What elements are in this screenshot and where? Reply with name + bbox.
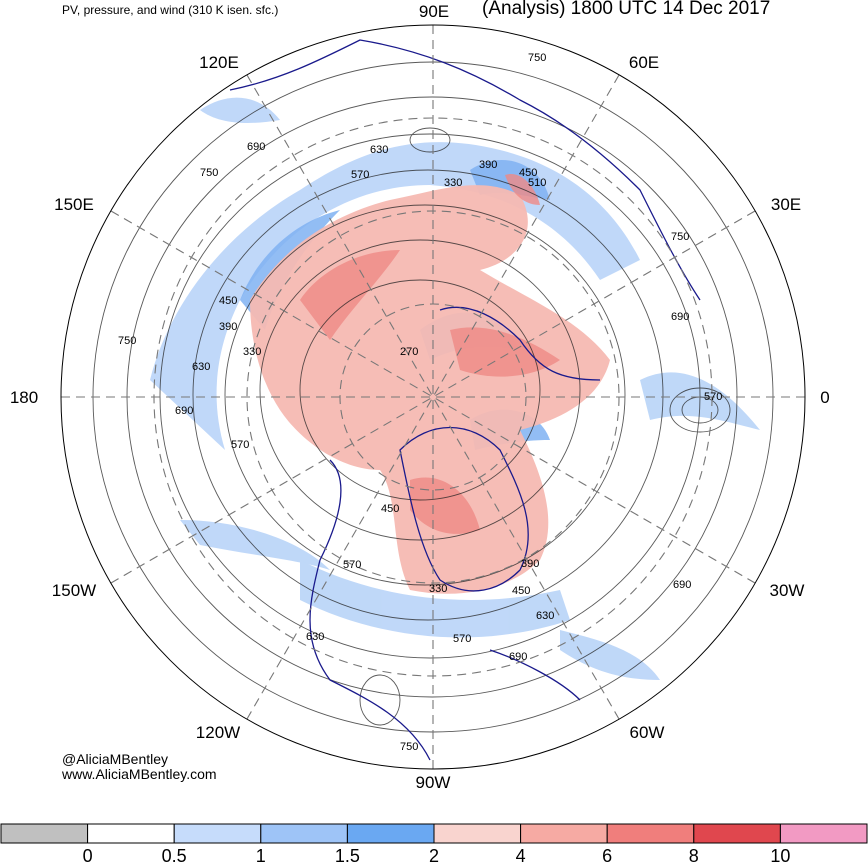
contour-label: 690: [247, 141, 265, 153]
colorbar-swatch: [520, 823, 608, 844]
colorbar-tick-label: 4: [515, 846, 526, 866]
contour-label: 450: [519, 167, 537, 179]
contour-label: 330: [429, 583, 447, 595]
lon-label-30w: 30W: [770, 581, 805, 600]
contour-label: 750: [528, 52, 546, 64]
map-subtitle: PV, pressure, and wind (310 K isen. sfc.…: [62, 3, 279, 17]
contour-label: 750: [200, 167, 218, 179]
lon-label-150e: 150E: [54, 195, 94, 214]
colorbar-tick-label: 0.5: [161, 846, 187, 866]
colorbar-swatch: [260, 823, 348, 844]
contour-label: 630: [192, 361, 210, 373]
colorbar-tick-label: 1: [255, 846, 266, 866]
colorbar: [0, 823, 868, 844]
contour-label: 750: [671, 231, 689, 243]
colorbar-tick-label: 2: [428, 846, 440, 866]
contour-label: 270: [400, 346, 418, 358]
pv-peak-shading: [300, 174, 560, 534]
contour-label: 450: [381, 503, 399, 515]
colorbar-tick-label: 0: [82, 846, 93, 866]
colorbar-swatch: [693, 823, 781, 844]
contour-label: 330: [444, 177, 462, 189]
lon-label-0: 0: [820, 388, 829, 407]
contour-label: 630: [370, 144, 388, 156]
contour-label: 330: [243, 346, 261, 358]
colorbar-swatch: [433, 823, 522, 844]
map-border: [60, 24, 806, 770]
lon-label-150w: 150W: [52, 581, 96, 600]
contour-label: 690: [671, 311, 689, 323]
contour-label: 390: [521, 558, 539, 570]
lon-label-30e: 30E: [771, 195, 801, 214]
longitude-labels: 90E 60E 30E 0 30W 60W 90W 120W 150W 180 …: [10, 2, 830, 792]
lon-label-180: 180: [10, 388, 38, 407]
credit-url: www.AliciaMBentley.com: [62, 766, 217, 782]
contour-label: 450: [219, 295, 237, 307]
map-title: (Analysis) 1800 UTC 14 Dec 2017: [482, 0, 771, 19]
contour-label: 510: [528, 177, 546, 189]
colorbar-swatch: [346, 823, 435, 844]
contour-label: 570: [453, 633, 471, 645]
contour-label: 390: [479, 159, 497, 171]
colorbar-tick-label: 1.5: [334, 846, 360, 866]
contour-label: 570: [343, 559, 361, 571]
lon-label-90e: 90E: [419, 2, 449, 21]
lon-label-60e: 60E: [629, 53, 659, 72]
contour-label: 570: [704, 391, 722, 403]
contour-label: 690: [509, 651, 527, 663]
map-field: [61, 25, 805, 769]
credit-handle: @AliciaMBentley: [62, 751, 169, 767]
colorbar-swatch: [0, 823, 89, 844]
contour-label: 750: [118, 335, 136, 347]
contour-label: 390: [219, 321, 237, 333]
contour-label: 450: [512, 585, 530, 597]
colorbar-swatch: [87, 823, 175, 844]
contour-label: 750: [400, 741, 418, 753]
contour-label: 630: [306, 631, 324, 643]
lon-label-90w: 90W: [416, 773, 451, 792]
colorbar-tick-label: 6: [602, 846, 613, 866]
graticule: [61, 25, 805, 769]
contour-label: 570: [231, 439, 249, 451]
colorbar-tick-label: 8: [688, 846, 699, 866]
colorbar-swatch: [606, 823, 695, 844]
lon-label-120w: 120W: [196, 723, 240, 742]
contour-label: 690: [673, 579, 691, 591]
colorbar-swatch: [779, 823, 868, 844]
colorbar-tick-label: 10: [770, 846, 791, 866]
coastlines: [229, 39, 701, 761]
lon-label-120e: 120E: [199, 53, 239, 72]
lon-label-60w: 60W: [630, 723, 665, 742]
contour-labels: 750 690 630 570 510 450 390 330 750 750 …: [118, 52, 722, 753]
contour-label: 630: [536, 610, 554, 622]
pv-low-shading: [150, 97, 760, 680]
contour-label: 570: [351, 169, 369, 181]
contour-label: 690: [175, 405, 193, 417]
colorbar-swatch: [173, 823, 262, 844]
